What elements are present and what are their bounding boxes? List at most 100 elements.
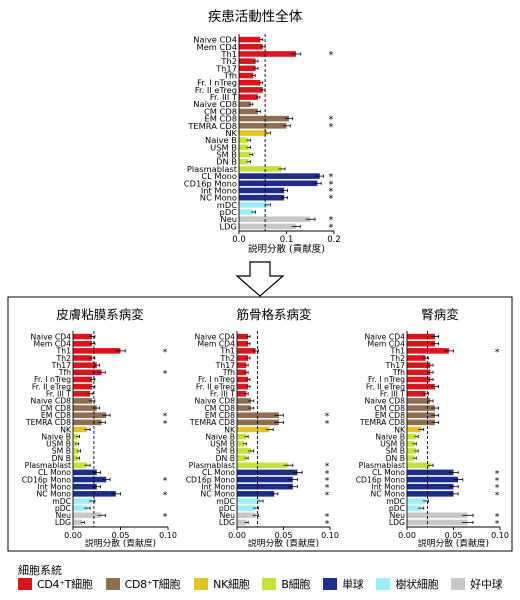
bar <box>237 462 289 469</box>
legend-label: 単球 <box>342 578 364 591</box>
bar <box>407 340 435 347</box>
panel-title-musculoskeletal: 筋骨格系病変 <box>236 307 311 322</box>
legend-swatch <box>194 578 209 590</box>
bar <box>239 202 268 208</box>
significance-marker: * <box>329 115 334 126</box>
bar <box>73 340 92 347</box>
category-label: Naive B <box>205 135 237 145</box>
category-label: Th2 <box>56 354 72 363</box>
category-label: USM B <box>46 440 71 449</box>
bar <box>237 376 249 383</box>
category-label: NC Mono <box>371 490 406 499</box>
significance-marker: * <box>325 418 330 429</box>
x-tick-label: 0.10 <box>321 531 339 540</box>
bar <box>237 476 293 483</box>
bar <box>237 362 247 368</box>
x-tick-label: 0.05 <box>275 531 293 540</box>
category-label: Fr. III T <box>46 390 71 399</box>
significance-marker: * <box>325 411 330 422</box>
category-label: Th2 <box>390 354 406 363</box>
significance-marker: * <box>329 50 334 61</box>
category-label: Neu <box>390 511 405 520</box>
category-label: Th2 <box>220 354 236 363</box>
bar <box>239 72 254 79</box>
bar <box>73 398 92 404</box>
category-label: Mem CD4 <box>198 339 236 348</box>
bar <box>407 505 421 511</box>
category-label: NC Mono <box>200 193 237 203</box>
bar <box>237 491 275 497</box>
category-label: DN B <box>216 157 237 167</box>
category-label: mDC <box>52 497 71 506</box>
bar <box>73 369 102 376</box>
legend-swatch <box>376 578 391 590</box>
bar <box>73 383 92 390</box>
category-label: Plasmablast <box>359 461 405 470</box>
legend-swatch <box>323 578 338 590</box>
bar <box>73 476 107 483</box>
category-label: CL Mono <box>201 171 237 181</box>
bar <box>73 483 97 490</box>
category-label: LDG <box>389 518 405 527</box>
category-label: CM CD8 <box>204 404 235 413</box>
legend-item: NK細胞 <box>194 576 250 592</box>
bar <box>239 194 285 201</box>
legend-label: CD8⁺T細胞 <box>124 578 181 591</box>
category-label: Mem CD4 <box>368 339 406 348</box>
x-tick-label: 0.10 <box>491 531 509 540</box>
category-label: Int Mono <box>201 185 237 195</box>
bar <box>73 455 78 461</box>
category-label: Mem CD4 <box>34 339 72 348</box>
significance-marker: * <box>325 461 330 472</box>
bar <box>239 137 249 143</box>
bar <box>237 369 247 376</box>
bar <box>239 87 263 93</box>
category-label: CD16p Mono <box>22 475 72 484</box>
category-label: CM CD8 <box>204 106 237 116</box>
bar <box>407 362 431 368</box>
category-label: SM B <box>216 150 237 160</box>
bar <box>73 412 107 418</box>
bar <box>239 209 254 215</box>
bar <box>239 158 249 165</box>
panel-title-skin-mucosa: 皮膚粘膜系病変 <box>56 307 144 322</box>
legend-swatch <box>262 578 277 590</box>
significance-marker: * <box>329 222 334 233</box>
x-axis-label: 説明分散 (貢献度) <box>248 243 325 255</box>
category-label: CD16p Mono <box>356 475 406 484</box>
category-label: Th1 <box>56 347 72 356</box>
x-tick-label: 0.0 <box>232 235 246 245</box>
category-label: CL Mono <box>202 468 235 477</box>
category-label: CL Mono <box>372 468 405 477</box>
bar <box>73 376 92 383</box>
bar <box>407 441 415 447</box>
category-label: Th17 <box>215 361 235 370</box>
category-label: NK <box>394 425 406 434</box>
bar <box>407 333 435 340</box>
category-label: TEMRA CD8 <box>187 121 237 131</box>
bar <box>237 455 247 461</box>
legend-label: 樹状細胞 <box>395 578 439 591</box>
top-chart-title: 疾患活動性全体 <box>208 8 303 25</box>
significance-marker: * <box>163 368 168 379</box>
significance-marker: * <box>329 194 334 205</box>
significance-marker: * <box>325 476 330 487</box>
bar <box>239 123 287 129</box>
bar <box>73 512 102 519</box>
category-label: EM CD8 <box>205 114 238 124</box>
bar <box>239 144 249 151</box>
panels-frame <box>7 296 513 552</box>
category-label: Tfh <box>223 71 237 81</box>
category-label: USM B <box>210 440 235 449</box>
bar <box>237 348 256 354</box>
legend-label: 好中球 <box>470 578 503 591</box>
bar <box>407 426 421 433</box>
category-label: LDG <box>55 518 71 527</box>
bar <box>239 115 289 122</box>
category-label: Th17 <box>51 361 71 370</box>
bar <box>407 476 459 483</box>
bar <box>73 348 121 354</box>
bar <box>407 448 417 454</box>
bar <box>237 519 247 526</box>
